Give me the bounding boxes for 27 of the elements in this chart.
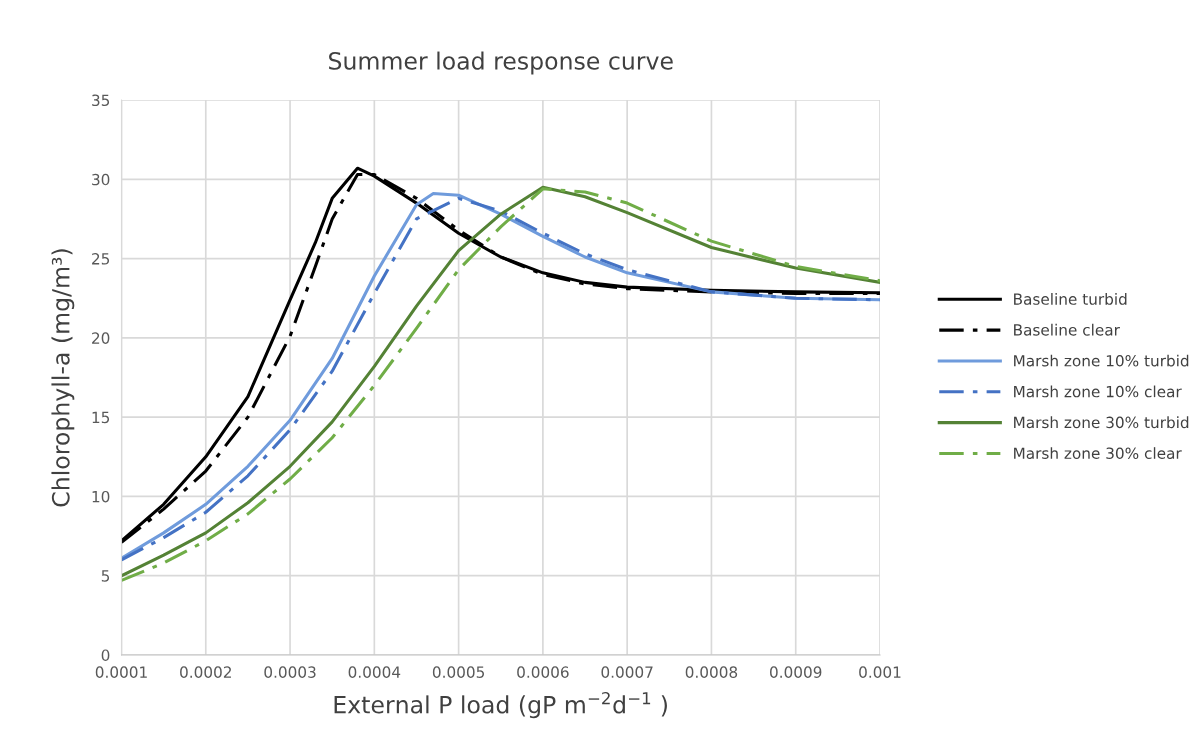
x-tick-label: 0.0003	[264, 666, 316, 678]
x-tick-label: 0.001	[859, 666, 901, 678]
x-axis-title: External P load (gP m$^{−2}$d$^{−1}$ )	[334, 691, 667, 719]
x-tick-label: 0.0006	[517, 666, 569, 678]
y-axis-title: Chlorophyll-a (mg/m³)	[51, 249, 75, 507]
y-tick-label: 35	[92, 94, 110, 107]
y-tick-label: 20	[92, 332, 110, 344]
y-tick-label: 0	[101, 649, 110, 661]
x-tick-label: 0.0007	[601, 666, 653, 678]
x-tick-label: 0.0005	[432, 666, 484, 678]
chart-title: Summer load response curve	[329, 51, 673, 75]
y-tick-label: 10	[92, 490, 110, 503]
legend-label: Baseline turbid	[1014, 293, 1127, 305]
x-tick-label: 0.0004	[348, 666, 401, 678]
x-tick-label: 0.0001	[95, 666, 147, 678]
legend-label: Baseline clear	[1014, 323, 1120, 336]
x-tick-label: 0.0009	[770, 666, 822, 678]
legend-label: Marsh zone 10% turbid	[1014, 354, 1189, 367]
y-tick-label: 5	[101, 570, 110, 582]
x-tick-label: 0.0002	[180, 666, 231, 678]
legend-label: Marsh zone 30% clear	[1014, 447, 1182, 459]
y-tick-label: 30	[92, 173, 110, 186]
y-tick-label: 15	[92, 411, 110, 424]
legend-label: Marsh zone 10% clear	[1014, 385, 1182, 398]
x-tick-label: 0.0008	[685, 666, 738, 678]
y-tick-label: 25	[92, 253, 110, 265]
legend-label: Marsh zone 30% turbid	[1014, 416, 1189, 429]
